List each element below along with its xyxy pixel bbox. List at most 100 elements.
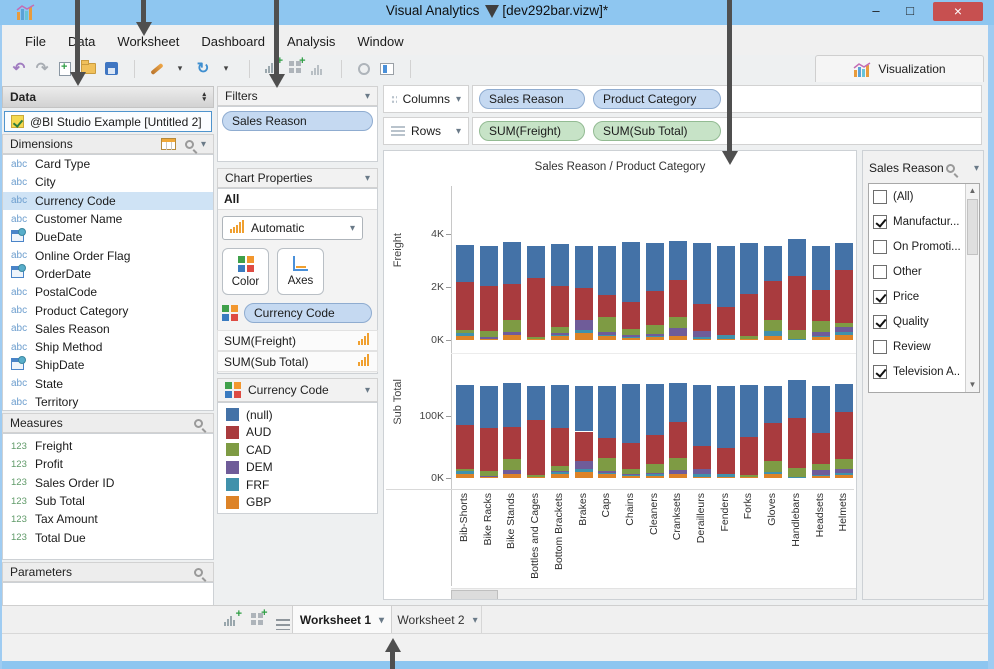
bar-segment-handlebars-null[interactable] — [788, 239, 806, 277]
shelf-pill-sum-sub-total[interactable]: SUM(Sub Total) — [593, 121, 721, 141]
open-folder-icon[interactable] — [79, 59, 97, 79]
dimension-city[interactable]: abc City — [3, 173, 213, 191]
chevron-down-icon[interactable]: ▾ — [364, 172, 370, 184]
horizontal-scrollbar[interactable] — [451, 588, 856, 599]
bar-segment-bike-racks-gbp[interactable] — [480, 338, 498, 340]
bar-segment-gloves-frf[interactable] — [764, 330, 782, 337]
filter-item-quality[interactable]: Quality — [869, 309, 965, 334]
bar-segment-handlebars-frf[interactable] — [788, 338, 806, 340]
bar-segment-brakes-gbp[interactable] — [575, 472, 593, 478]
bar-segment-bottles-and-cages-null[interactable] — [527, 385, 545, 420]
dimension-product-category[interactable]: abc Product Category — [3, 301, 213, 319]
checkbox-icon[interactable] — [873, 289, 887, 304]
bar-chart-icon[interactable] — [309, 59, 327, 79]
bar-segment-cranksets-gbp[interactable] — [669, 474, 687, 478]
bar-segment-bike-stands-gbp[interactable] — [503, 473, 521, 478]
properties-scope[interactable]: All — [218, 189, 377, 210]
bar-segment-chains-null[interactable] — [622, 383, 640, 444]
measure-sales-order-id[interactable]: 123 Sales Order ID — [3, 474, 213, 492]
bar-segment-helmets-cad[interactable] — [835, 322, 853, 327]
menu-worksheet[interactable]: Worksheet — [117, 33, 180, 49]
measure-sub-total[interactable]: 123 Sub Total — [3, 492, 213, 510]
bar-segment-derailleurs-null[interactable] — [693, 385, 711, 447]
scrollbar-thumb[interactable] — [451, 590, 498, 599]
bar-segment-helmets-gbp[interactable] — [835, 474, 853, 478]
bar-segment-helmets-gbp[interactable] — [835, 334, 853, 340]
bar-segment-cranksets-cad[interactable] — [669, 457, 687, 470]
bar-segment-caps-gbp[interactable] — [598, 336, 616, 340]
bar-segment-brakes-gbp[interactable] — [575, 333, 593, 340]
bar-segment-gloves-aud[interactable] — [764, 423, 782, 462]
tab-worksheet-1[interactable]: Worksheet 1 ▾ — [292, 606, 392, 634]
dimension-card-type[interactable]: abc Card Type — [3, 155, 213, 173]
bar-segment-helmets-frf[interactable] — [835, 473, 853, 475]
bar-segment-bike-racks-aud[interactable] — [480, 285, 498, 331]
mark-type-dropdown[interactable]: Automatic ▾ — [222, 216, 363, 240]
bar-segment-derailleurs-aud[interactable] — [693, 304, 711, 331]
bar-segment-bike-racks-null[interactable] — [480, 385, 498, 429]
dimension-shipdate[interactable]: ShipDate — [3, 355, 213, 374]
bar-segment-fenders-null[interactable] — [717, 385, 735, 449]
bar-segment-bottom-brackets-null[interactable] — [551, 385, 569, 429]
chart-properties-header[interactable]: Chart Properties ▾ — [217, 168, 378, 188]
bar-segment-caps-cad[interactable] — [598, 458, 616, 472]
bar-segment-brakes-aud[interactable] — [575, 431, 593, 462]
bar-segment-caps-frf[interactable] — [598, 473, 616, 475]
bar-segment-caps-aud[interactable] — [598, 294, 616, 318]
dimension-state[interactable]: abc State — [3, 375, 213, 393]
bar-segment-bike-stands-null[interactable] — [503, 383, 521, 427]
bar-segment-forks-aud[interactable] — [740, 437, 758, 475]
bar-segment-headsets-aud[interactable] — [812, 433, 830, 464]
bar-segment-cranksets-aud[interactable] — [669, 422, 687, 458]
shelf-pill-sales-reason[interactable]: Sales Reason — [479, 89, 585, 109]
bar-segment-chains-aud[interactable] — [622, 443, 640, 470]
bar-segment-chains-gbp[interactable] — [622, 337, 640, 340]
dimensions-header[interactable]: Dimensions ▾ — [2, 134, 214, 154]
bar-segment-derailleurs-frf[interactable] — [693, 336, 711, 339]
bar-segment-helmets-frf[interactable] — [835, 332, 853, 335]
bar-segment-bib-shorts-cad[interactable] — [456, 330, 474, 333]
bar-segment-caps-null[interactable] — [598, 385, 616, 439]
bar-segment-bib-shorts-gbp[interactable] — [456, 336, 474, 340]
bar-segment-caps-dem[interactable] — [598, 332, 616, 335]
clock-icon[interactable] — [355, 59, 373, 79]
checkbox-icon[interactable] — [873, 239, 887, 254]
bar-segment-cranksets-cad[interactable] — [669, 317, 687, 329]
bar-segment-headsets-dem[interactable] — [812, 469, 830, 475]
bar-segment-chains-null[interactable] — [622, 242, 640, 302]
bar-segment-chains-dem[interactable] — [622, 335, 640, 337]
bar-segment-handlebars-aud[interactable] — [788, 418, 806, 469]
bar-segment-headsets-aud[interactable] — [812, 289, 830, 321]
dimension-ship-method[interactable]: abc Ship Method — [3, 338, 213, 356]
save-icon[interactable] — [102, 59, 120, 79]
scroll-down-icon[interactable]: ▼ — [968, 380, 977, 389]
bar-segment-bottom-brackets-aud[interactable] — [551, 428, 569, 466]
bar-segment-fenders-null[interactable] — [717, 245, 735, 307]
color-button[interactable]: Color — [222, 248, 269, 295]
bar-segment-bike-racks-dem[interactable] — [480, 475, 498, 477]
bar-segment-bottom-brackets-gbp[interactable] — [551, 474, 569, 478]
bar-segment-helmets-aud[interactable] — [835, 269, 853, 323]
bar-segment-handlebars-aud[interactable] — [788, 276, 806, 330]
bar-segment-headsets-dem[interactable] — [812, 332, 830, 337]
legend-item-null[interactable]: (null) — [218, 406, 377, 424]
bar-segment-headsets-cad[interactable] — [812, 463, 830, 470]
visualization-tab[interactable]: Visualization — [815, 55, 984, 82]
checkbox-icon[interactable] — [873, 189, 887, 204]
caret-icon[interactable]: ▾ — [177, 63, 183, 73]
bar-segment-headsets-frf[interactable] — [812, 474, 830, 477]
bar-segment-bottom-brackets-cad[interactable] — [551, 465, 569, 472]
dimension-duedate[interactable]: DueDate — [3, 227, 213, 246]
bar-segment-chains-dem[interactable] — [622, 473, 640, 475]
bar-segment-gloves-aud[interactable] — [764, 281, 782, 321]
bar-segment-bottles-and-cages-aud[interactable] — [527, 278, 545, 337]
bar-segment-gloves-null[interactable] — [764, 385, 782, 424]
bar-segment-gloves-cad[interactable] — [764, 461, 782, 472]
columns-shelf-label[interactable]: Columns ▾ — [383, 85, 469, 113]
bar-segment-helmets-dem[interactable] — [835, 326, 853, 333]
bar-segment-bike-stands-dem[interactable] — [503, 469, 521, 474]
bar-segment-bike-racks-gbp[interactable] — [480, 476, 498, 478]
chevron-down-icon[interactable]: ▾ — [364, 90, 370, 102]
bar-segment-headsets-gbp[interactable] — [812, 337, 830, 340]
bar-segment-cranksets-null[interactable] — [669, 241, 687, 280]
